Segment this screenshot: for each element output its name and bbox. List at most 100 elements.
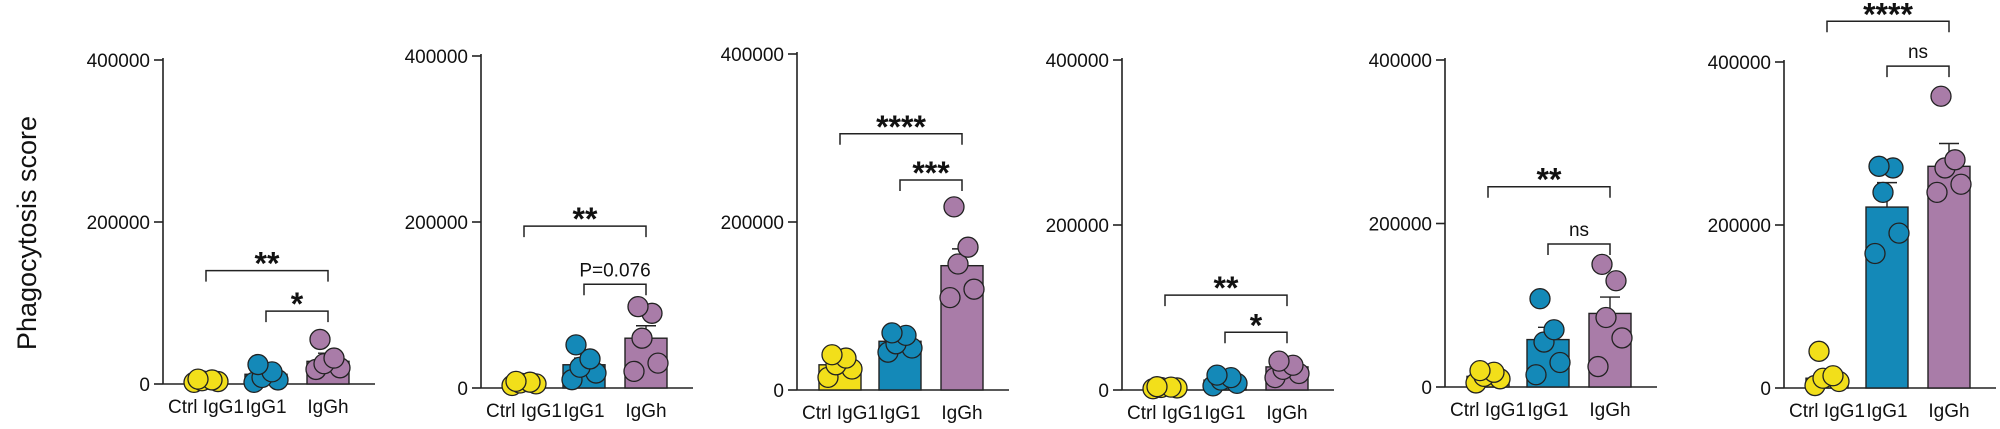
y-tick-label: 200000	[1708, 216, 1771, 237]
chart-panel-5: 0 200000 400000 Ctrl IgG1 IgG1 IgGh ns **	[1369, 51, 1657, 421]
data-point	[1944, 149, 1966, 171]
data-point	[1822, 365, 1844, 387]
x-tick-label: Ctrl IgG1	[1789, 401, 1865, 422]
significance-bracket	[1487, 185, 1611, 198]
x-tick-label: Ctrl IgG1	[1450, 400, 1526, 421]
x-tick-label: IgGh	[1589, 400, 1630, 421]
data-point	[1950, 173, 1972, 195]
data-point	[1469, 359, 1491, 382]
x-tick-label: Ctrl IgG1	[168, 397, 244, 418]
data-point	[1529, 288, 1551, 310]
data-point	[1868, 155, 1890, 177]
significance-label: *	[291, 286, 304, 322]
y-tick-label: 400000	[405, 47, 468, 68]
significance-bracket	[839, 133, 963, 145]
significance-label: ****	[1863, 0, 1913, 32]
data-point	[1611, 327, 1633, 349]
data-point	[1587, 355, 1609, 378]
data-point	[1268, 350, 1290, 372]
data-point	[1543, 319, 1565, 341]
data-point	[647, 352, 669, 374]
y-tick-label: 400000	[1046, 51, 1109, 72]
significance-label: ****	[876, 109, 926, 145]
x-tick-label: IgGh	[941, 403, 982, 424]
data-point	[579, 348, 601, 370]
x-tick-label: IgG1	[563, 401, 604, 422]
y-tick-label: 200000	[1369, 215, 1432, 236]
data-point	[1888, 222, 1910, 244]
x-tick-label: IgGh	[625, 401, 666, 422]
data-point	[943, 196, 965, 218]
significance-bracket	[1547, 243, 1611, 255]
y-tick-label: 0	[457, 379, 468, 400]
y-tick-label: 0	[139, 375, 150, 396]
data-point	[627, 296, 649, 318]
x-tick-label: IgG1	[1204, 403, 1245, 424]
significance-label: P=0.076	[579, 260, 650, 281]
significance-bracket	[205, 269, 329, 282]
data-point	[565, 334, 587, 356]
y-tick-label: 200000	[405, 213, 468, 234]
y-tick-label: 0	[773, 381, 784, 402]
significance-label: **	[255, 246, 280, 282]
data-point	[881, 322, 903, 344]
significance-label: **	[1214, 270, 1239, 306]
data-point	[957, 236, 979, 258]
data-point	[821, 344, 843, 366]
significance-label: ***	[912, 155, 950, 191]
significance-label: *	[1250, 307, 1263, 343]
significance-label: **	[573, 201, 598, 237]
data-point	[187, 368, 209, 390]
significance-bracket	[265, 310, 329, 323]
data-point	[505, 370, 527, 393]
x-tick-label: IgG1	[879, 403, 920, 424]
data-point	[631, 327, 653, 349]
x-tick-label: Ctrl IgG1	[802, 403, 878, 424]
data-point	[1808, 340, 1830, 362]
y-tick-label: 0	[1421, 378, 1432, 399]
data-point	[947, 253, 969, 275]
data-point	[1864, 242, 1886, 265]
significance-bracket	[1886, 65, 1950, 78]
data-point	[309, 328, 331, 351]
chart-panel-6: 0 200000 400000 Ctrl IgG1 IgG1 IgGh ns ****	[1708, 0, 1996, 422]
x-tick-label: Ctrl IgG1	[486, 401, 562, 422]
x-tick-label: IgG1	[245, 397, 286, 418]
data-point	[623, 360, 645, 383]
y-tick-label: 400000	[87, 51, 150, 72]
significance-bracket	[583, 283, 647, 296]
data-point	[963, 278, 985, 300]
x-tick-label: IgG1	[1866, 401, 1907, 422]
significance-label: ns	[1569, 220, 1589, 241]
data-point	[1549, 351, 1571, 374]
x-tick-label: IgG1	[1527, 400, 1568, 421]
data-point	[1930, 85, 1952, 107]
data-point	[1525, 364, 1547, 386]
significance-bracket	[1826, 20, 1950, 33]
y-axis-title: Phagocytosis score	[12, 116, 42, 350]
data-point	[1605, 270, 1627, 292]
x-tick-label: IgGh	[1266, 403, 1307, 424]
data-point	[247, 353, 269, 376]
y-tick-label: 200000	[87, 213, 150, 234]
y-tick-label: 400000	[1369, 51, 1432, 72]
y-tick-label: 0	[1098, 381, 1109, 402]
y-tick-label: 200000	[721, 213, 784, 234]
data-point	[1595, 306, 1617, 329]
data-point	[1206, 364, 1228, 386]
y-tick-label: 400000	[1708, 53, 1771, 74]
x-tick-label: IgGh	[307, 397, 348, 418]
y-tick-label: 400000	[721, 45, 784, 66]
data-point	[1146, 376, 1168, 398]
significance-label: **	[1537, 162, 1562, 198]
significance-bracket	[1164, 294, 1288, 307]
y-tick-label: 200000	[1046, 216, 1109, 237]
chart-panel-2: 0 200000 400000 Ctrl IgG1 IgG1 IgGh P=0.076 **	[405, 47, 693, 422]
data-point	[323, 347, 345, 369]
y-tick-label: 0	[1760, 379, 1771, 400]
data-point	[1872, 181, 1894, 204]
